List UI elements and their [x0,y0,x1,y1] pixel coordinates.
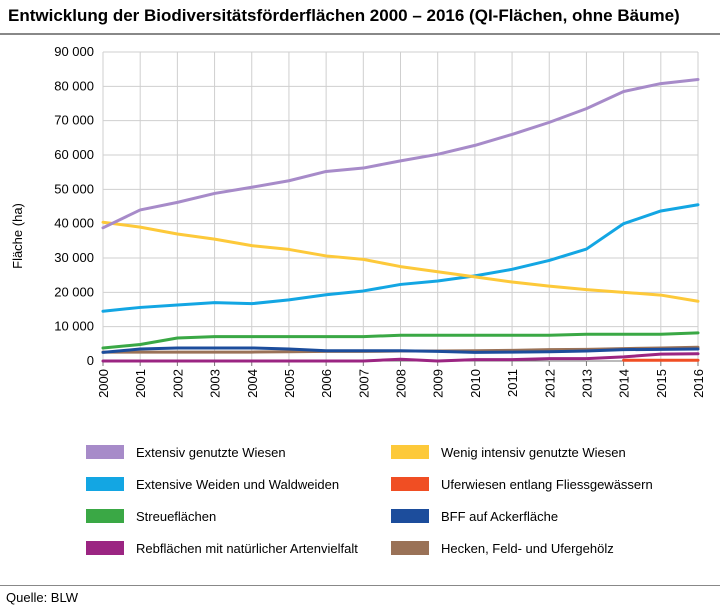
series-line-2 [101,203,700,313]
y-tick-label: 60 000 [54,147,94,162]
x-tick-label: 2005 [282,369,297,398]
legend-swatch [86,445,124,459]
y-axis: 0 10 000 20 000 30 000 40 000 50 000 60 000 70 … [54,44,94,368]
x-tick-label: 2003 [208,369,223,398]
legend-label: Extensiv genutzte Wiesen [136,444,286,460]
y-tick-label: 20 000 [54,284,94,299]
legend-swatch [391,445,429,459]
line-chart: 0 10 000 20 000 30 000 40 000 50 000 60 000 70 … [10,44,706,398]
legend-swatch [86,509,124,523]
series-line-0 [101,77,700,230]
legend-swatch [391,509,429,523]
legend-swatch [391,541,429,555]
legend-label: Hecken, Feld- und Ufergehölz [441,540,614,556]
series-line-5 [101,346,700,354]
legend-label: BFF auf Ackerfläche [441,508,559,524]
x-tick-label: 2009 [431,369,446,398]
x-tick-label: 2001 [133,369,148,398]
series-line-1 [101,220,700,303]
y-tick-label: 10 000 [54,319,94,334]
legend-item: Streueflächen [86,506,216,526]
footer-divider [0,585,720,586]
legend-label: Uferwiesen entlang Fliessgewässern [441,476,653,492]
gridlines [102,51,699,362]
legend-item: Rebflächen mit natürlicher Artenvielfalt [86,538,358,558]
x-tick-label: 2000 [96,369,111,398]
x-tick-label: 2011 [505,369,520,397]
x-tick-label: 2008 [394,369,409,398]
legend-label: Rebflächen mit natürlicher Artenvielfalt [136,540,358,556]
x-tick-label: 2015 [654,369,669,398]
series-line-4 [101,331,700,350]
x-tick-label: 2006 [319,369,334,398]
legend-item: BFF auf Ackerfläche [391,506,558,526]
chart-title: Entwicklung der Biodiversitätsförderfläc… [8,6,680,25]
x-tick-label: 2013 [579,369,594,398]
y-tick-label: 40 000 [54,216,94,231]
y-tick-label: 30 000 [54,250,94,265]
title-divider [0,33,720,35]
legend-item: Hecken, Feld- und Ufergehölz [391,538,614,558]
x-tick-label: 2014 [617,369,632,398]
y-tick-label: 80 000 [54,78,94,93]
series-lines [101,77,700,363]
y-tick-label: 50 000 [54,181,94,196]
legend-label: Extensive Weiden und Waldweiden [136,476,340,492]
legend-item: Extensiv genutzte Wiesen [86,442,286,462]
x-tick-label: 2002 [170,369,185,398]
legend-label: Streueflächen [136,508,217,524]
y-axis-label: Fläche (ha) [10,203,25,269]
x-axis: 2000 2001 2002 2003 2004 2005 2006 2007 2008 2009… [96,361,706,398]
x-tick-label: 2012 [542,369,557,398]
legend-item: Wenig intensiv genutzte Wiesen [391,442,626,462]
legend-item: Uferwiesen entlang Fliessgewässern [391,474,653,494]
series-line-6 [101,352,700,363]
x-tick-label: 2007 [356,369,371,398]
x-tick-label: 2016 [691,369,706,398]
legend-item: Extensive Weiden und Waldweiden [86,474,339,494]
y-tick-label: 90 000 [54,44,94,59]
legend-label: Wenig intensiv genutzte Wiesen [441,444,626,460]
source-note: Quelle: BLW [6,590,79,605]
y-tick-label: 70 000 [54,113,94,128]
legend-swatch [86,477,124,491]
y-tick-label: 0 [87,353,94,368]
x-tick-label: 2004 [245,369,260,398]
legend-swatch [86,541,124,555]
x-tick-label: 2010 [468,369,483,398]
legend-swatch [391,477,429,491]
